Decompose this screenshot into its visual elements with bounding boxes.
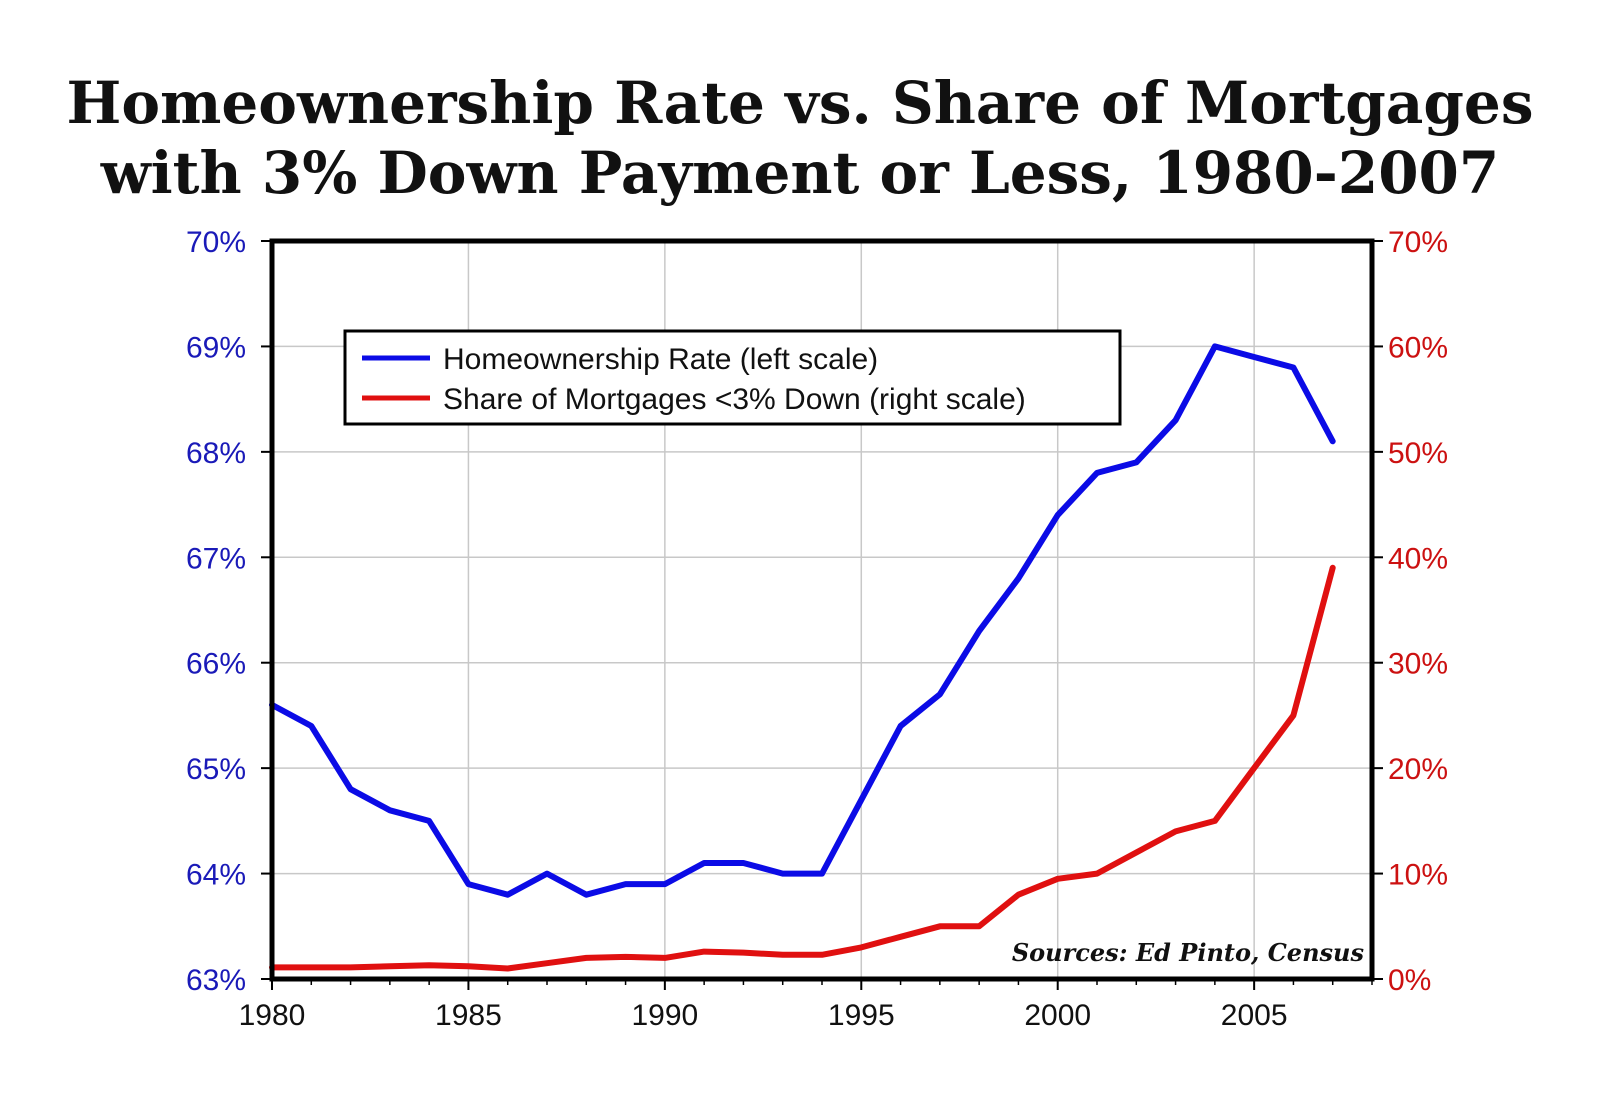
- series-group: [269, 343, 1336, 972]
- right-axis-tick-label: 30%: [1388, 648, 1448, 681]
- legend-label-mortgages: Share of Mortgages <3% Down (right scale…: [443, 383, 1026, 416]
- right-axis-tick-label: 50%: [1388, 437, 1448, 470]
- legend-label-homeownership: Homeownership Rate (left scale): [443, 343, 878, 376]
- right-axis-tick-label: 40%: [1388, 542, 1448, 575]
- left-axis-tick-label: 65%: [186, 753, 246, 786]
- x-axis-tick-label: 2005: [1221, 999, 1288, 1032]
- chart-title-line-1: Homeownership Rate vs. Share of Mortgage…: [67, 69, 1534, 137]
- right-axis-tick-label: 70%: [1388, 226, 1448, 259]
- source-note: Sources: Ed Pinto, Census: [1012, 938, 1365, 967]
- right-axis-tick-label: 0%: [1388, 964, 1431, 997]
- right-axis-tick-label: 20%: [1388, 753, 1448, 786]
- legend: Homeownership Rate (left scale) Share of…: [343, 329, 1122, 426]
- left-axis-tick-label: 69%: [186, 331, 246, 364]
- left-axis-tick-label: 70%: [186, 226, 246, 259]
- right-axis-tick-label: 10%: [1388, 859, 1448, 892]
- left-axis-tick-label: 68%: [186, 437, 246, 470]
- chart-title-line-2: with 3% Down Payment or Less, 1980-2007: [100, 139, 1500, 207]
- axes: 63% 64% 65% 66% 67% 68% 69% 70% 0% 10% 20% 30% 40% 50…: [186, 226, 1448, 1032]
- right-axis-tick-label: 60%: [1388, 331, 1448, 364]
- x-axis-tick-label: 1990: [631, 999, 698, 1032]
- legend-box: [343, 329, 1122, 426]
- left-axis-tick-label: 64%: [186, 859, 246, 892]
- left-axis-tick-label: 67%: [186, 542, 246, 575]
- x-axis-tick-label: 2000: [1024, 999, 1091, 1032]
- x-axis-tick-label: 1980: [239, 999, 306, 1032]
- x-axis-tick-label: 1985: [435, 999, 502, 1032]
- left-axis-tick-label: 63%: [186, 964, 246, 997]
- series-line-mortgages: [269, 564, 1336, 972]
- x-axis-tick-label: 1995: [828, 999, 895, 1032]
- series-line-homeownership: [269, 343, 1336, 898]
- left-axis-tick-label: 66%: [186, 648, 246, 681]
